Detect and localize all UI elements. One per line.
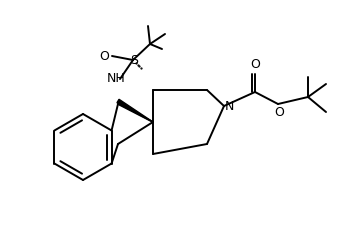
Text: N: N: [224, 100, 234, 112]
Text: O: O: [99, 49, 109, 62]
Text: NH: NH: [107, 73, 125, 85]
Text: O: O: [250, 58, 260, 72]
Text: O: O: [274, 107, 284, 119]
Polygon shape: [117, 99, 153, 122]
Text: S: S: [130, 53, 138, 67]
